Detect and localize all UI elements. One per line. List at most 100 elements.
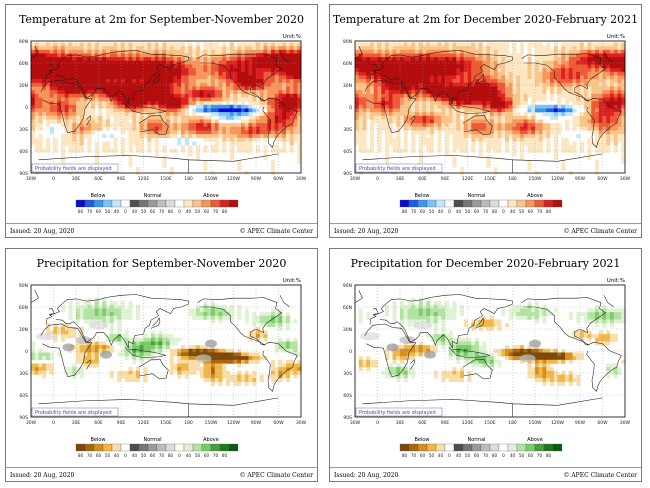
legend-swatch (543, 199, 554, 208)
legend-swatch (435, 199, 446, 208)
lat-label: 30N (343, 327, 352, 333)
credit-label: © APEC Climate Center (239, 228, 313, 235)
coastlines (30, 289, 298, 417)
lat-label: 30S (19, 371, 28, 377)
legend-tick: 80 (78, 209, 84, 214)
legend-swatch (174, 443, 185, 452)
lon-label: 30W (26, 176, 37, 182)
lon-label: 120E (462, 176, 474, 182)
coastline-uk (372, 308, 379, 315)
lon-label: 120W (227, 176, 241, 182)
coastline-australia (138, 114, 169, 136)
legend-swatch (552, 199, 563, 208)
coastline-japan (150, 73, 161, 85)
lon-label: 60E (418, 176, 427, 182)
normal-patch (519, 354, 536, 363)
lat-label: 30S (343, 371, 352, 377)
normal-patch (360, 332, 380, 341)
lon-label: 120W (551, 420, 565, 426)
normal-patch (75, 336, 92, 344)
legend-tick: 50 (429, 453, 435, 458)
footer-divider (330, 467, 641, 468)
legend-swatch (84, 199, 95, 208)
coastline-madagascar (86, 115, 92, 126)
normal-patch (195, 354, 212, 363)
coastline-africa (364, 79, 417, 134)
coastline-madagascar (410, 359, 416, 370)
legend-swatch (507, 199, 518, 208)
map-frame (30, 284, 302, 418)
probability-field (31, 297, 302, 386)
legend-swatch (192, 199, 203, 208)
lat-label: 90N (19, 39, 28, 45)
normal-patch (424, 350, 436, 359)
lon-label: 0 (52, 176, 55, 182)
lat-label: 90S (343, 415, 352, 421)
lon-label: 150E (160, 176, 172, 182)
panel-precipitation-djf-2021: Precipitation for December 2020-February… (329, 248, 642, 482)
lat-label: 60S (343, 149, 352, 155)
lon-label: 60W (273, 420, 284, 426)
note-box (31, 163, 119, 173)
coastline-eurasia (369, 294, 513, 349)
legend-tick: 0 (178, 453, 181, 458)
legend-swatch (534, 443, 545, 452)
legend-swatch (408, 199, 419, 208)
legend-swatch (120, 199, 131, 208)
lon-label: 30E (72, 176, 81, 182)
note-box (31, 407, 119, 417)
legend-tick: 80 (168, 453, 174, 458)
legend-tick: 80 (402, 209, 408, 214)
coastline-north-america (521, 297, 606, 346)
legend-tick: 60 (204, 209, 210, 214)
legend-tick: 60 (150, 209, 156, 214)
legend-tick: 80 (546, 209, 552, 214)
legend-swatch (138, 199, 149, 208)
legend-swatch (399, 443, 410, 452)
legend-tick: 50 (429, 209, 435, 214)
legend-tick: 50 (105, 453, 111, 458)
legend-swatch (498, 443, 509, 452)
legend-normal-label: Normal (143, 437, 161, 443)
lon-label: 150E (484, 176, 496, 182)
coastline-north-america (521, 53, 606, 102)
legend-swatch (462, 443, 473, 452)
lon-label: 90W (251, 176, 262, 182)
lon-label: 120W (227, 420, 241, 426)
note-box (355, 407, 443, 417)
coastline-madagascar (86, 359, 92, 370)
legend-tick: 40 (132, 209, 138, 214)
legend-tick: 40 (438, 453, 444, 458)
panel-title: Precipitation for September-November 202… (36, 257, 287, 270)
coastline-eurasia (45, 294, 189, 349)
legend-tick: 70 (411, 453, 417, 458)
credit-label: © APEC Climate Center (239, 472, 313, 479)
lat-label: 30S (343, 127, 352, 133)
legend-swatch (156, 199, 167, 208)
coastline-australia (462, 358, 493, 380)
coastline-indonesia (448, 347, 491, 358)
lon-label: 90W (575, 420, 586, 426)
note-text: Probability fields are displayed (359, 410, 436, 416)
panel-title: Precipitation for December 2020-February… (350, 257, 621, 270)
legend-tick: 70 (159, 453, 165, 458)
legend-tick: 40 (456, 209, 462, 214)
note-box (355, 163, 443, 173)
legend-tick: 60 (420, 453, 426, 458)
legend-swatch (489, 443, 500, 452)
legend-below-label: Below (90, 193, 105, 199)
legend-swatch (480, 443, 491, 452)
legend-tick: 0 (502, 453, 505, 458)
coastline-africa (40, 323, 93, 378)
legend-swatch (408, 443, 419, 452)
coastline-madagascar (410, 115, 416, 126)
normal-patch (100, 350, 112, 359)
legend-tick: 70 (213, 453, 219, 458)
lon-label: 180 (508, 176, 517, 182)
coastline-indonesia (448, 103, 491, 114)
probability-field (358, 297, 626, 386)
lon-label: 30W (296, 176, 307, 182)
